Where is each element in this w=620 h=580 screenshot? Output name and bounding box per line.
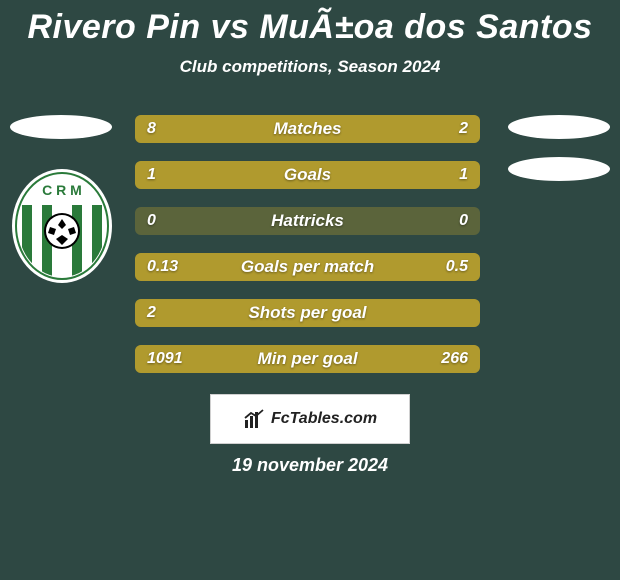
stat-row: Matches8 2 <box>135 115 480 143</box>
stat-value-right: 2 <box>447 115 480 143</box>
stat-row: Hattricks0 0 <box>135 207 480 235</box>
stat-value-left: 1 <box>135 161 168 189</box>
page-title: Rivero Pin vs MuÃ±oa dos Santos <box>0 0 620 47</box>
stat-row: Goals per match0.130.5 <box>135 253 480 281</box>
stat-value-left: 0 <box>135 207 168 235</box>
stat-value-right: 0 <box>447 207 480 235</box>
stat-label: Hattricks <box>135 207 480 235</box>
stat-value-left: 8 <box>135 115 168 143</box>
player-logo-right-placeholder-2 <box>508 157 610 181</box>
stat-row: Min per goal1091266 <box>135 345 480 373</box>
comparison-bars: Matches82Goals11Hattricks00Goals per mat… <box>135 115 480 373</box>
chart-icon <box>243 408 265 430</box>
subtitle: Club competitions, Season 2024 <box>0 57 620 77</box>
player-logo-left-placeholder <box>10 115 112 139</box>
stat-value-right <box>456 299 480 327</box>
club-logo: C R M <box>12 169 112 283</box>
stat-value-right: 266 <box>429 345 480 373</box>
brand-name: FcTables.com <box>271 410 377 428</box>
comparison-card: Rivero Pin vs MuÃ±oa dos Santos Club com… <box>0 0 620 580</box>
stat-value-left: 0.13 <box>135 253 190 281</box>
date-label: 19 november 2024 <box>0 455 620 476</box>
stat-label: Matches <box>135 115 480 143</box>
brand-badge: FcTables.com <box>210 394 410 444</box>
svg-text:C R M: C R M <box>42 182 82 198</box>
stat-row: Goals1 1 <box>135 161 480 189</box>
stat-row: Shots per goal2 <box>135 299 480 327</box>
stat-label: Goals <box>135 161 480 189</box>
stat-value-right: 0.5 <box>434 253 480 281</box>
stat-label: Shots per goal <box>135 299 480 327</box>
stat-value-left: 2 <box>135 299 168 327</box>
player-logo-right-placeholder <box>508 115 610 139</box>
stat-value-left: 1091 <box>135 345 195 373</box>
stat-value-right: 1 <box>447 161 480 189</box>
